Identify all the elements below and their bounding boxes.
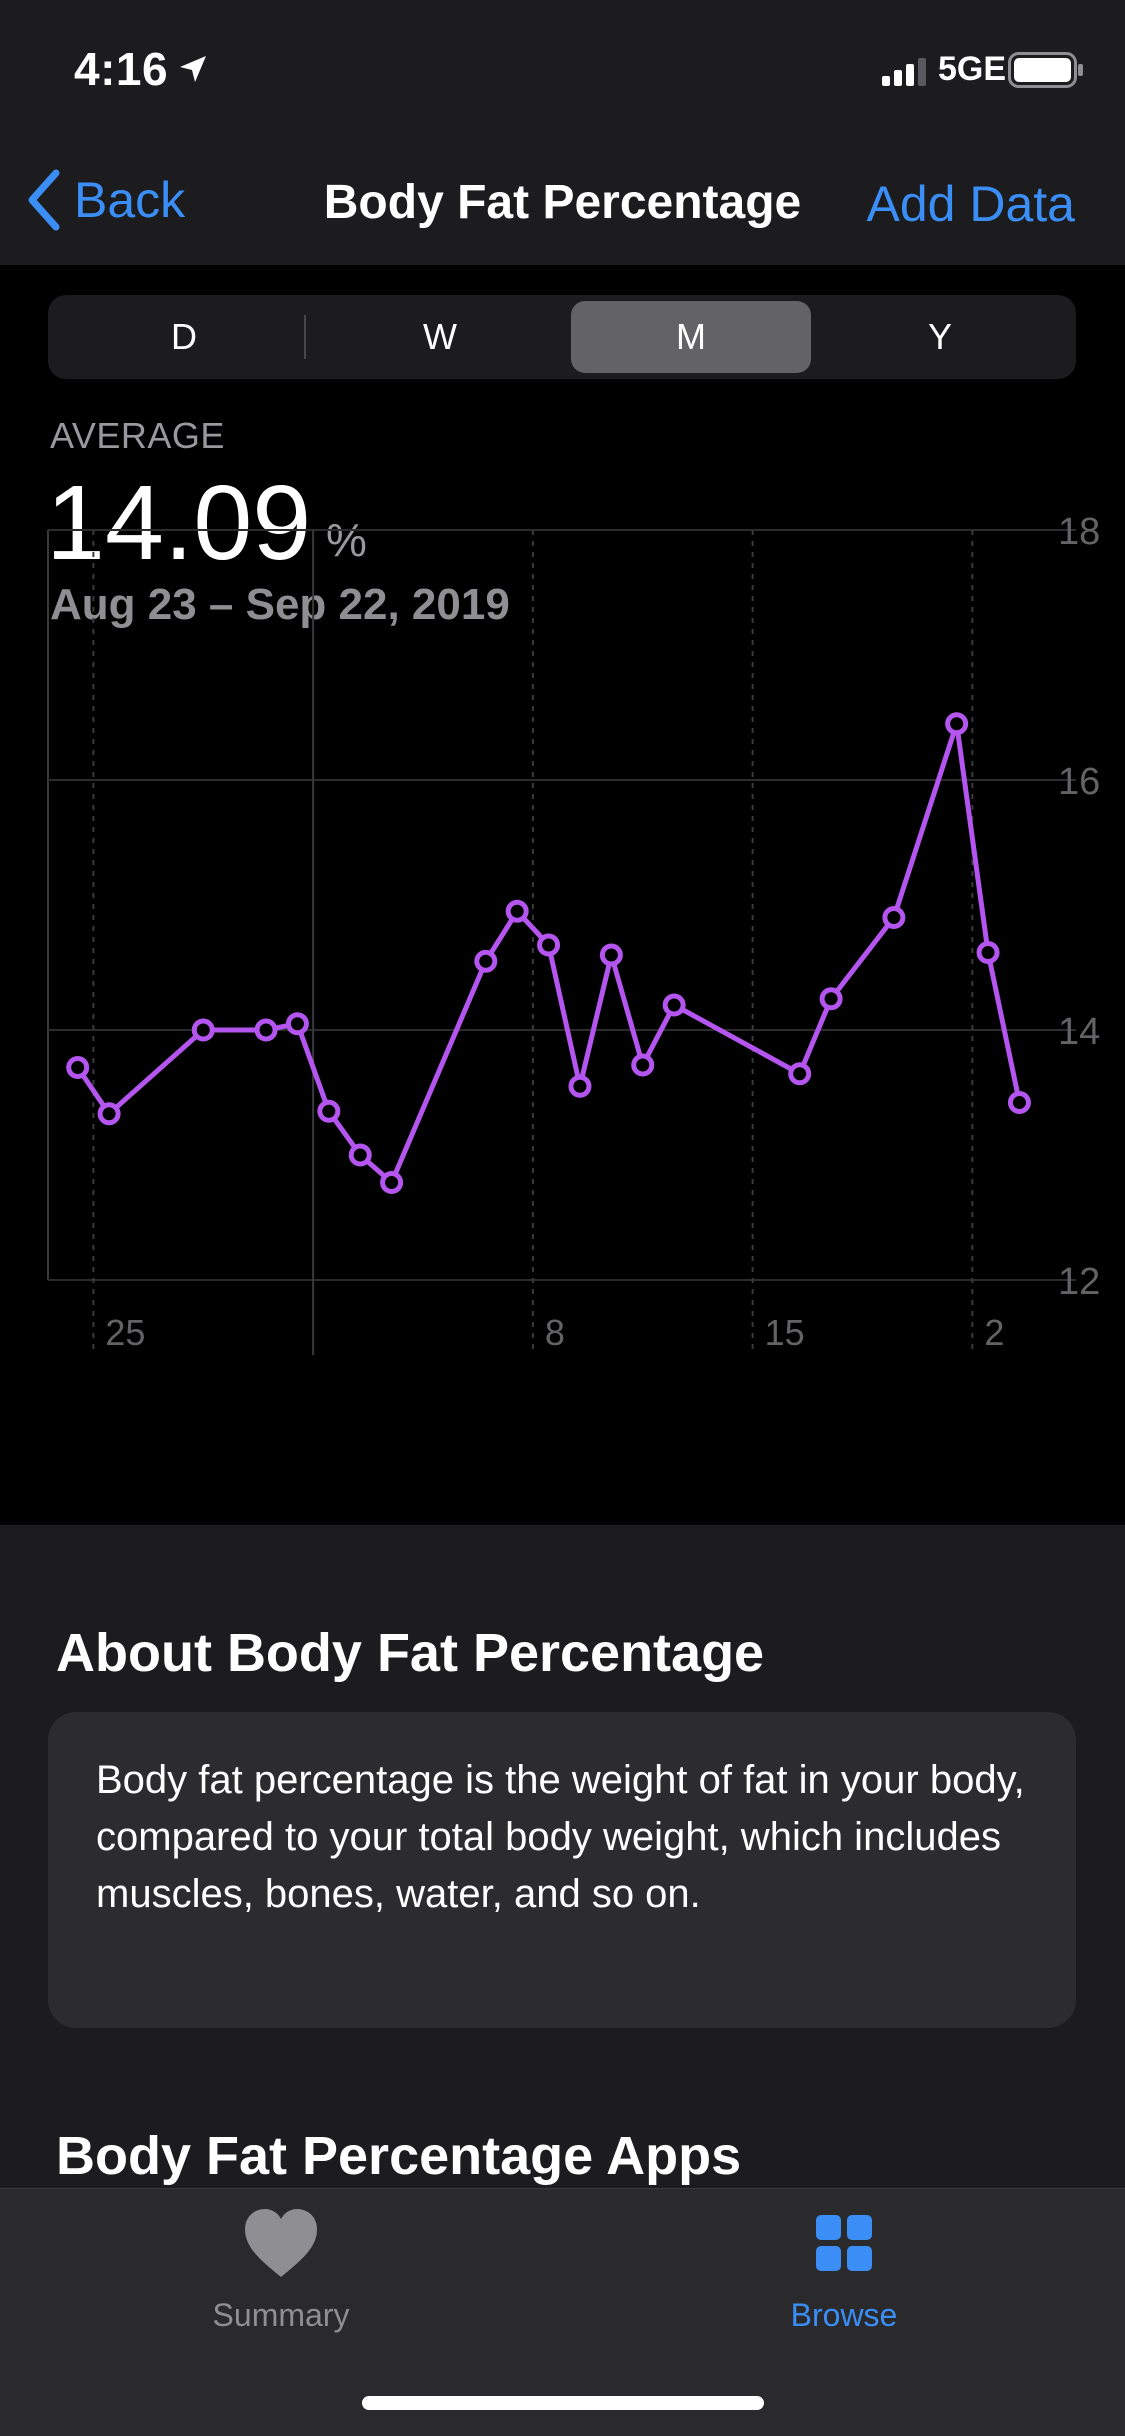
- network-type: 5GE: [938, 50, 1007, 88]
- x-tick-label: 2: [984, 1312, 1004, 1353]
- status-time: 4:16: [74, 43, 169, 95]
- data-point: [882, 906, 906, 929]
- data-point: [317, 1099, 341, 1123]
- cellular-signal-icon: [882, 58, 926, 86]
- back-button[interactable]: Back: [24, 165, 185, 235]
- x-tick-label: 25: [105, 1312, 145, 1353]
- tab-summary[interactable]: Summary: [131, 2205, 431, 2345]
- battery-icon: [1008, 52, 1083, 88]
- data-point: [380, 1171, 404, 1194]
- data-point: [631, 1053, 655, 1077]
- about-description: Body fat percentage is the weight of fat…: [96, 1758, 1025, 1916]
- segment-day[interactable]: D: [171, 316, 197, 357]
- body-fat-line-chart[interactable]: 18 16 14 12 25 8 15 2: [0, 265, 1125, 1425]
- data-point: [474, 949, 498, 973]
- y-tick-label: 16: [1058, 761, 1100, 803]
- average-unit: %: [326, 514, 367, 566]
- navigation-bar: Back Body Fat Percentage Add Data: [0, 135, 1125, 265]
- back-label: Back: [74, 172, 186, 228]
- home-indicator: [362, 2396, 764, 2410]
- x-tick-label: 8: [545, 1312, 565, 1353]
- location-arrow-icon: [180, 56, 206, 82]
- grid-icon: [816, 2215, 872, 2271]
- y-tick-label: 14: [1058, 1011, 1100, 1053]
- chevron-left-icon: [28, 169, 60, 231]
- y-tick-label: 18: [1058, 511, 1100, 553]
- apps-heading: Body Fat Percentage Apps: [56, 2126, 742, 2186]
- data-point: [348, 1143, 372, 1167]
- heart-icon: [245, 2209, 317, 2277]
- time-range-segmented-control: D W M Y: [48, 295, 1076, 379]
- data-point: [285, 1012, 309, 1036]
- segment-week[interactable]: W: [423, 316, 457, 357]
- data-point: [945, 712, 969, 736]
- average-label: AVERAGE: [50, 415, 225, 456]
- date-range: Aug 23 – Sep 22, 2019: [50, 580, 510, 629]
- tab-browse-label: Browse: [790, 2297, 898, 2333]
- x-tick-label: 15: [765, 1312, 805, 1353]
- about-card: Body fat percentage is the weight of fat…: [48, 1712, 1076, 2028]
- data-point: [66, 1056, 90, 1079]
- data-point: [976, 941, 1000, 964]
- data-point: [97, 1102, 121, 1126]
- data-point: [819, 987, 843, 1011]
- data-point: [254, 1018, 278, 1042]
- data-point: [788, 1062, 812, 1086]
- segment-divider: [304, 315, 306, 359]
- average-value: 14.09: [46, 464, 312, 582]
- data-point: [1007, 1091, 1031, 1114]
- tab-bar: Summary Browse: [0, 2188, 1125, 2436]
- segment-year[interactable]: Y: [927, 316, 952, 357]
- chart-panel: D W M Y AVERAGE 14.09 % Aug 23 – Sep 22,…: [0, 265, 1125, 1525]
- about-heading: About Body Fat Percentage: [56, 1623, 765, 1683]
- data-point: [191, 1018, 215, 1042]
- y-tick-label: 12: [1058, 1261, 1100, 1303]
- tab-browse[interactable]: Browse: [694, 2205, 994, 2345]
- data-point: [505, 899, 529, 923]
- status-bar: 4:16 5GE: [0, 0, 1125, 135]
- data-point: [599, 943, 623, 967]
- add-data-button[interactable]: Add Data: [866, 176, 1075, 232]
- segment-month[interactable]: M: [571, 301, 811, 373]
- data-point: [568, 1074, 592, 1098]
- tab-summary-label: Summary: [212, 2297, 350, 2333]
- data-point: [662, 993, 686, 1017]
- data-point: [537, 933, 561, 957]
